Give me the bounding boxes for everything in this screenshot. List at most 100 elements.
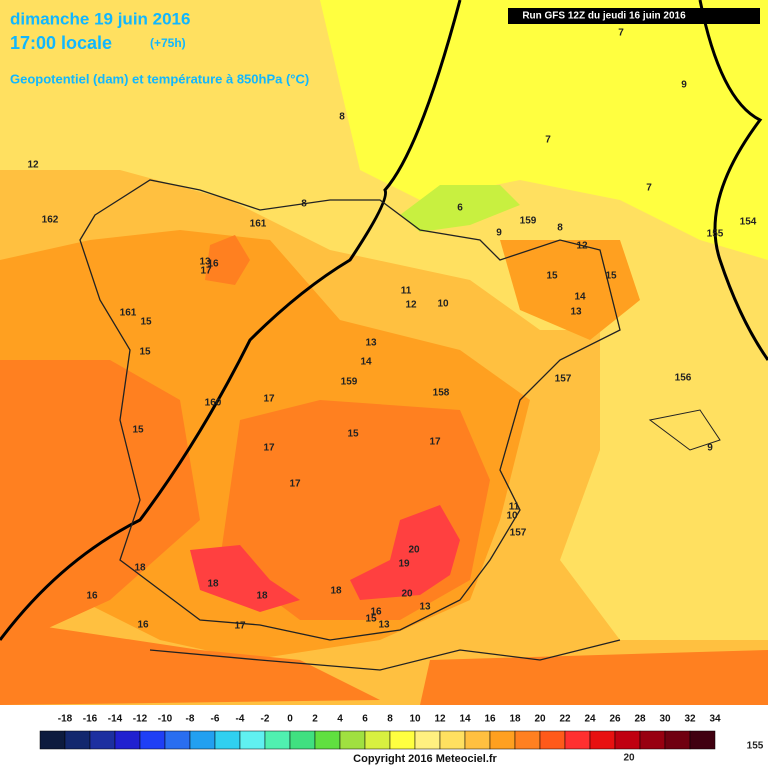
contour-label: 13 [365,338,377,349]
contour-label: 155 [747,741,764,752]
lead: (+75h) [150,36,186,50]
colorbar-box [189,730,216,750]
contour-label: 20 [401,589,413,600]
colorbar-box [114,730,141,750]
contour-label: 9 [707,443,713,454]
contour-label: 18 [207,579,219,590]
contour-label: 11 [509,502,520,513]
colorbar-label: 30 [659,714,671,725]
contour-label: 161 [120,308,137,319]
contour-label: 157 [510,528,527,539]
orange-east [500,240,640,340]
contour-label: 13 [199,257,211,268]
contour-label: 8 [557,223,563,234]
orange-deep-4 [420,650,768,705]
colorbar-label: -4 [236,714,245,725]
contour-label: 7 [545,135,551,146]
contour-label: 12 [576,241,588,252]
colorbar-label: 34 [709,714,721,725]
colorbar-box [414,730,441,750]
red-patch-2 [350,505,460,600]
orange-deep [0,360,200,650]
orange-nw [205,235,250,285]
contour-label: 19 [398,559,410,570]
colorbar-label: 12 [434,714,446,725]
contour-label: 155 [707,229,724,240]
contour-label: 17 [429,437,441,448]
contour-label: 154 [740,217,757,228]
coastline [79,179,621,641]
contour-label: 9 [496,228,502,239]
contour-label: 8 [301,199,307,210]
colorbar-box [589,730,616,750]
subtitle: Geopotentiel (dam) et température à 850h… [10,71,309,86]
contour-label: 160 [205,398,222,409]
contour-label: 15 [139,347,151,358]
colorbar-box [239,730,266,750]
contour-label: 10 [506,511,518,522]
colorbar-label: 10 [409,714,421,725]
colorbar-box [289,730,316,750]
contour-label: 20 [408,545,420,556]
colorbar-label: -14 [108,714,123,725]
contour-label: 20 [623,753,635,764]
contour-label: 15 [140,317,152,328]
contour-label: 17 [263,443,275,454]
colorbar-label: -12 [133,714,148,725]
colorbar-box [164,730,191,750]
colorbar-box [439,730,466,750]
colorbar-box [389,730,416,750]
contour-label: 15 [132,425,144,436]
contour-label: 16 [137,620,149,631]
contour-label: 18 [256,591,268,602]
colorbar-label: 24 [584,714,596,725]
isoline-thick [0,0,462,641]
colorbar-box [214,730,241,750]
colorbar-box [64,730,91,750]
colorbar-box [364,730,391,750]
contour-label: 13 [570,307,582,318]
contour-label: 15 [546,271,558,282]
colorbar-label: 32 [684,714,696,725]
colorbar-box [39,730,66,750]
colorbar-box [89,730,116,750]
contour-label: 8 [339,112,345,123]
colorbar-label: 4 [337,714,343,725]
contour-label: 17 [200,266,212,277]
colorbar-box [539,730,566,750]
run-box [508,8,760,24]
contour-label: 7 [646,183,652,194]
colorbar-label: -16 [83,714,98,725]
colorbar-label: 28 [634,714,646,725]
orange-deep-3 [0,620,380,705]
contour-label: 17 [234,621,246,632]
contour-label: 15 [365,614,377,625]
colorbar-box [664,730,691,750]
contour-label: 18 [330,586,342,597]
colorbar-label: 26 [609,714,621,725]
colorbar-box [339,730,366,750]
contour-label: 159 [341,377,358,388]
colorbar-label: -10 [158,714,173,725]
contour-label: 15 [605,271,617,282]
colorbar-label: 8 [387,714,393,725]
colorbar-box [489,730,516,750]
colorbar-label: -6 [211,714,220,725]
colorbar-label: -2 [261,714,270,725]
colorbar-box [564,730,591,750]
contour-label: 14 [360,357,372,368]
colorbar-label: 2 [312,714,318,725]
colorbar-box [689,730,716,750]
contour-label: 161 [250,219,267,230]
contour-label: 18 [134,563,146,574]
contour-label: 17 [289,479,301,490]
contour-label: 7 [618,28,624,39]
contour-label: 13 [419,602,431,613]
contour-label: 14 [574,292,586,303]
contour-label: 158 [433,388,450,399]
colorbar-label: 0 [287,714,293,725]
coastline-africa [149,639,621,671]
contour-label: 156 [675,373,692,384]
